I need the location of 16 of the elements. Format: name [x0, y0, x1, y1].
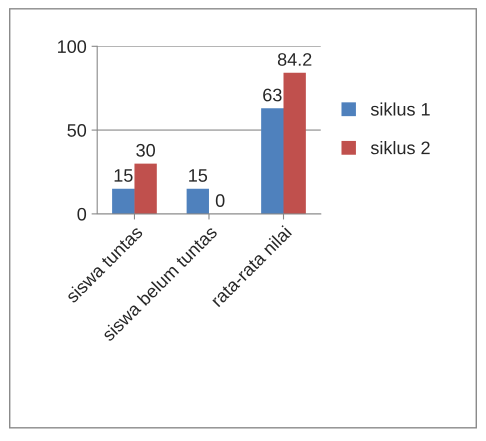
data-label: 30: [136, 144, 155, 157]
data-label: 15: [114, 169, 133, 182]
bar: [112, 188, 134, 214]
y-tick-label: 50: [67, 124, 86, 137]
legend-label: siklus 2: [370, 141, 430, 154]
bar: [134, 164, 157, 214]
data-label: 84.2: [278, 53, 312, 66]
bar: [261, 108, 284, 214]
data-label: 0: [216, 194, 224, 207]
legend-label: siklus 1: [370, 102, 430, 116]
y-tick-label: 100: [58, 40, 86, 54]
bar: [284, 72, 306, 214]
y-tick-label: 0: [77, 208, 86, 221]
data-label: 63: [263, 88, 282, 102]
data-label: 15: [189, 169, 208, 182]
bar: [186, 188, 209, 214]
